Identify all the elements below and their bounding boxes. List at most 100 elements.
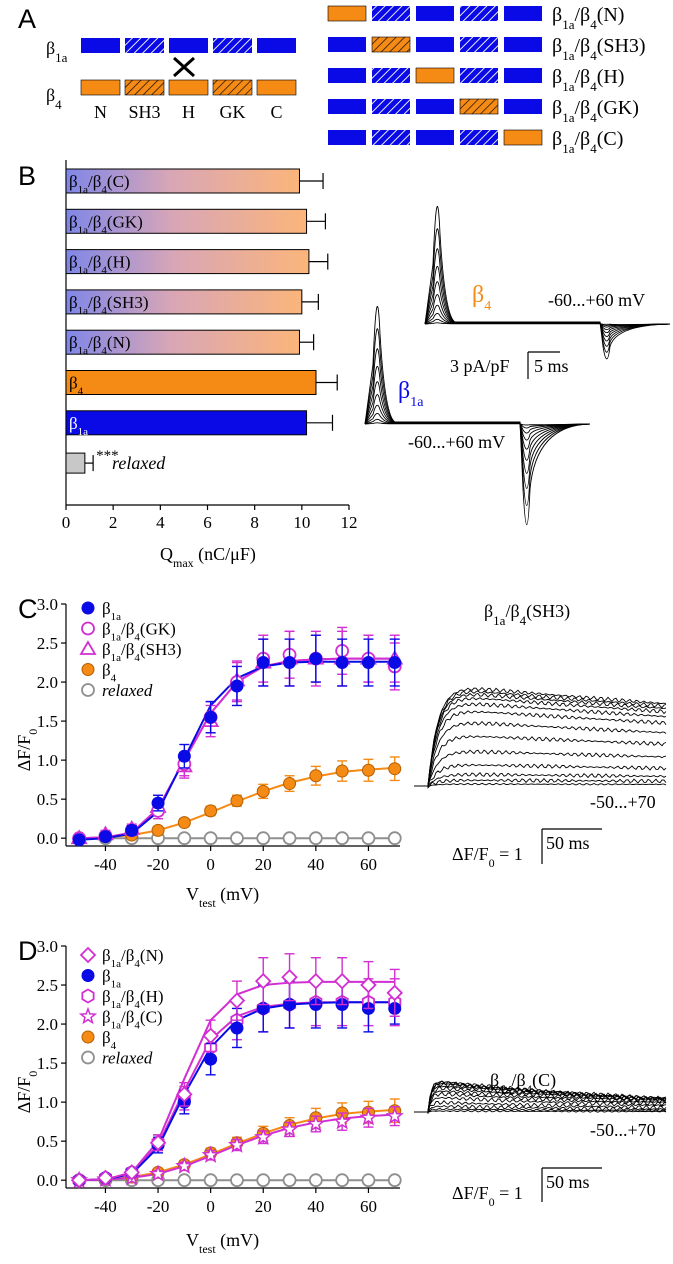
legend-label: β1a/β4(N) xyxy=(102,946,164,970)
fluorescence-trace xyxy=(414,690,667,787)
fluorescence-trace xyxy=(414,1083,667,1113)
legend-label: relaxed xyxy=(102,681,153,700)
legend-marker xyxy=(81,988,95,1004)
hatch-overlay xyxy=(213,80,252,95)
panel-a: A β1a β4 N SH3 H GK C β1a/β4(N)β1a/β4(SH3)β1… xyxy=(18,4,646,156)
x-tick-label: 0 xyxy=(206,1197,215,1216)
hatch-overlay xyxy=(460,6,498,21)
x-tick-label: 20 xyxy=(255,855,272,874)
beta4-domain-H xyxy=(168,79,209,96)
panel-a-letter: A xyxy=(18,4,36,34)
x-tick-label: 10 xyxy=(293,513,310,532)
data-point xyxy=(387,1173,402,1188)
chimera-segment xyxy=(327,5,367,22)
data-point xyxy=(98,830,112,844)
legend-marker xyxy=(79,640,97,655)
bar-label: β1a/β4(GK) xyxy=(69,212,143,236)
data-point xyxy=(309,652,323,666)
x-tick-label: 8 xyxy=(250,513,259,532)
chimera-segment xyxy=(328,99,366,114)
scale-bar-time-label: 5 ms xyxy=(534,356,569,376)
bar xyxy=(65,370,317,395)
data-point xyxy=(175,1156,194,1174)
bar-label: β1a/β4(H) xyxy=(69,253,131,277)
significance-marker: *** xyxy=(96,448,119,464)
data-point xyxy=(254,1127,273,1146)
data-point xyxy=(227,1135,247,1153)
x-tick-label: 12 xyxy=(341,513,358,532)
data-point xyxy=(204,804,218,818)
panel-d-y-axis-label: ΔF/F0 xyxy=(14,1071,40,1114)
data-point xyxy=(308,831,323,846)
x-tick-label: -20 xyxy=(147,855,170,874)
panel-c-scale-label: ΔF/F0 = 1 xyxy=(452,844,523,870)
chimera-segment xyxy=(328,68,366,83)
y-tick-label: 1.0 xyxy=(37,751,58,770)
domain-label-C: C xyxy=(270,102,282,122)
domain-label-H: H xyxy=(182,102,195,122)
chimera-segment xyxy=(415,67,455,84)
relaxed-label: relaxed xyxy=(112,453,166,473)
data-point xyxy=(385,1106,404,1124)
data-point xyxy=(333,1112,352,1130)
y-tick-label: 0.5 xyxy=(37,790,58,809)
panel-d-voltage-range: -50...+70 xyxy=(590,1120,656,1140)
x-tick-label: 60 xyxy=(360,1197,377,1216)
data-point xyxy=(151,823,165,837)
y-tick-label: 3.0 xyxy=(37,937,58,956)
data-point xyxy=(201,1145,220,1163)
panel-d-letter: D xyxy=(18,936,38,966)
fluorescence-voltage-chart-c: 0.00.51.01.52.02.53.0-40 -20 0 20 40 60β1aβ1a… xyxy=(37,595,404,874)
fluorescence-trace xyxy=(414,697,667,787)
legend-label: β4 xyxy=(102,1028,117,1052)
data-point xyxy=(177,831,192,846)
fluorescence-trace xyxy=(414,692,667,787)
bar xyxy=(65,168,300,194)
chimera-segment xyxy=(416,37,454,52)
legend-marker xyxy=(78,1006,98,1025)
x-tick-label: 40 xyxy=(307,1197,324,1216)
data-point xyxy=(70,1171,88,1189)
fluorescence-trace xyxy=(414,720,667,787)
current-trace xyxy=(364,306,591,526)
fluorescence-trace xyxy=(414,1090,667,1113)
y-tick-label: 0.0 xyxy=(37,829,58,848)
chimera-segment xyxy=(504,68,542,83)
chimera-segment xyxy=(416,6,454,21)
panel-c-trace-title: β1a/β4(SH3) xyxy=(484,601,570,628)
voltage-range-beta1a: -60...+60 mV xyxy=(408,432,505,452)
fluorescence-trace xyxy=(414,1109,667,1113)
data-point xyxy=(360,976,377,994)
fluorescence-trace xyxy=(414,763,667,787)
hatch-overlay xyxy=(372,68,410,83)
data-point xyxy=(306,1114,325,1132)
data-point xyxy=(149,1134,167,1151)
data-point xyxy=(361,763,375,777)
data-point xyxy=(177,1173,192,1188)
data-point xyxy=(228,992,246,1009)
data-point xyxy=(361,831,376,846)
data-point xyxy=(230,1173,244,1188)
chimera-label: β1a/β4(SH3) xyxy=(552,35,646,63)
y-tick-label: 2.5 xyxy=(37,634,58,653)
y-tick-label: 2.0 xyxy=(37,673,58,692)
data-point xyxy=(72,833,86,847)
fluorescence-trace xyxy=(414,1081,667,1113)
data-point xyxy=(308,1173,323,1188)
data-point xyxy=(387,831,402,846)
data-point xyxy=(335,831,350,846)
beta1a-trace-label: β1a xyxy=(398,378,424,410)
data-point xyxy=(230,831,244,846)
y-tick-label: 0.5 xyxy=(37,1132,58,1151)
beta4-trace-label: β4 xyxy=(472,282,491,314)
x-tick-label: 0 xyxy=(206,855,215,874)
charge-traces xyxy=(364,206,671,526)
domain-label-N: N xyxy=(94,102,107,122)
x-tick-label: -40 xyxy=(94,1197,117,1216)
data-point xyxy=(282,831,297,846)
data-point xyxy=(335,764,349,778)
panel-d-x-axis-label: Vtest (mV) xyxy=(186,1230,259,1256)
panel-c-fluorescence-traces xyxy=(414,686,667,789)
data-point xyxy=(283,656,297,670)
